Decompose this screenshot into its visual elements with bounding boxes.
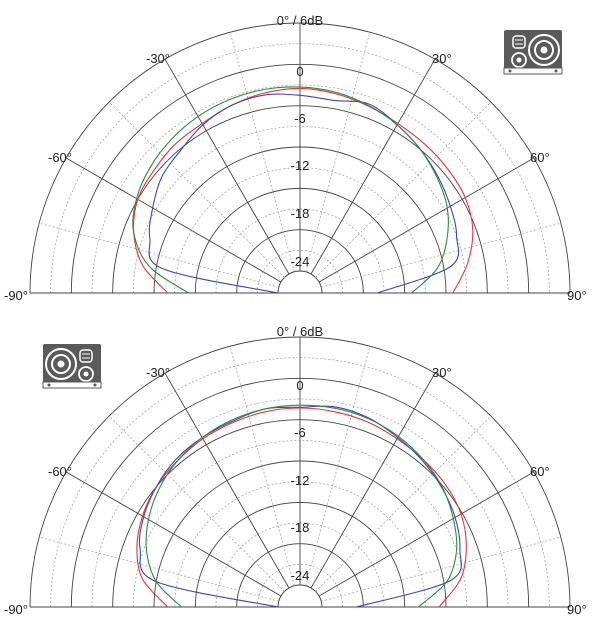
grid-spoke-major bbox=[164, 372, 290, 589]
polar-curves bbox=[136, 404, 467, 608]
grid-spoke-minor bbox=[305, 32, 371, 272]
top-angle-label: 0° / 6dB bbox=[277, 324, 323, 339]
speaker-icon bbox=[503, 30, 563, 75]
grid-hub bbox=[277, 270, 323, 294]
grid-ring-minor bbox=[50, 43, 550, 294]
grid-spoke-minor bbox=[315, 101, 492, 278]
db-label-0: 0 bbox=[296, 378, 303, 393]
grid-spoke-major bbox=[318, 471, 535, 597]
grid-spoke-major bbox=[164, 58, 290, 275]
angle-label-minus90: -90° bbox=[4, 288, 28, 303]
grid-spoke-minor bbox=[321, 222, 561, 288]
grid-spoke-major bbox=[310, 372, 436, 589]
grid-spoke-minor bbox=[321, 536, 561, 602]
series-curve-red bbox=[136, 407, 467, 608]
angle-label-minus90: -90° bbox=[4, 602, 28, 617]
speaker-icon bbox=[42, 344, 102, 389]
angle-label-minus30: -30° bbox=[146, 365, 170, 380]
db-label-minus24: -24 bbox=[291, 254, 310, 269]
polar-chart-top: 0° / 6dB 0 -6 -12 -18 -24 -90° -60° -30°… bbox=[4, 13, 587, 303]
polar-curves bbox=[132, 86, 474, 294]
grid-spoke-minor bbox=[108, 101, 285, 278]
grid-spoke-minor bbox=[305, 346, 371, 586]
grid-ring-minor bbox=[91, 84, 509, 294]
db-label-minus12: -12 bbox=[291, 473, 310, 488]
grid-spoke-major bbox=[65, 471, 282, 597]
db-label-0: 0 bbox=[296, 64, 303, 79]
grid-spoke-minor bbox=[229, 346, 295, 586]
polar-chart-bottom: 0° / 6dB 0 -6 -12 -18 -24 -90° -60° -30°… bbox=[4, 324, 587, 617]
grid-spoke-minor bbox=[39, 222, 279, 288]
grid-spoke-major bbox=[310, 58, 436, 275]
series-curve-green bbox=[132, 86, 449, 294]
angle-label-60: 60° bbox=[530, 464, 550, 479]
db-label-minus18: -18 bbox=[291, 206, 310, 221]
polar-grid bbox=[29, 336, 571, 608]
grid-ring-minor bbox=[215, 208, 385, 294]
grid-ring-minor bbox=[91, 398, 509, 608]
top-angle-label: 0° / 6dB bbox=[277, 13, 323, 28]
angle-label-minus60: -60° bbox=[48, 464, 72, 479]
db-label-minus12: -12 bbox=[291, 158, 310, 173]
angle-label-30: 30° bbox=[432, 51, 452, 66]
angle-label-30: 30° bbox=[432, 365, 452, 380]
series-curve-green bbox=[145, 404, 458, 608]
angle-label-minus30: -30° bbox=[146, 51, 170, 66]
series-curve-red bbox=[132, 87, 474, 294]
grid-spoke-minor bbox=[229, 32, 295, 272]
angle-label-60: 60° bbox=[530, 150, 550, 165]
grid-ring-minor bbox=[50, 357, 550, 608]
grid-hub bbox=[277, 584, 323, 608]
db-label-minus6: -6 bbox=[294, 425, 306, 440]
angle-label-minus60: -60° bbox=[48, 150, 72, 165]
grid-spoke-major bbox=[318, 157, 535, 283]
db-label-minus6: -6 bbox=[294, 111, 306, 126]
polar-grid bbox=[29, 22, 571, 294]
grid-spoke-minor bbox=[39, 536, 279, 602]
series-curve-blue bbox=[138, 405, 462, 608]
grid-ring-minor bbox=[215, 522, 385, 608]
grid-spoke-major bbox=[65, 157, 282, 283]
db-label-minus24: -24 bbox=[291, 568, 310, 583]
angle-label-90: 90° bbox=[567, 602, 587, 617]
db-label-minus18: -18 bbox=[291, 520, 310, 535]
grid-spoke-minor bbox=[315, 415, 492, 592]
angle-label-90: 90° bbox=[567, 288, 587, 303]
series-curve-blue bbox=[148, 93, 460, 294]
grid-spoke-minor bbox=[108, 415, 285, 592]
